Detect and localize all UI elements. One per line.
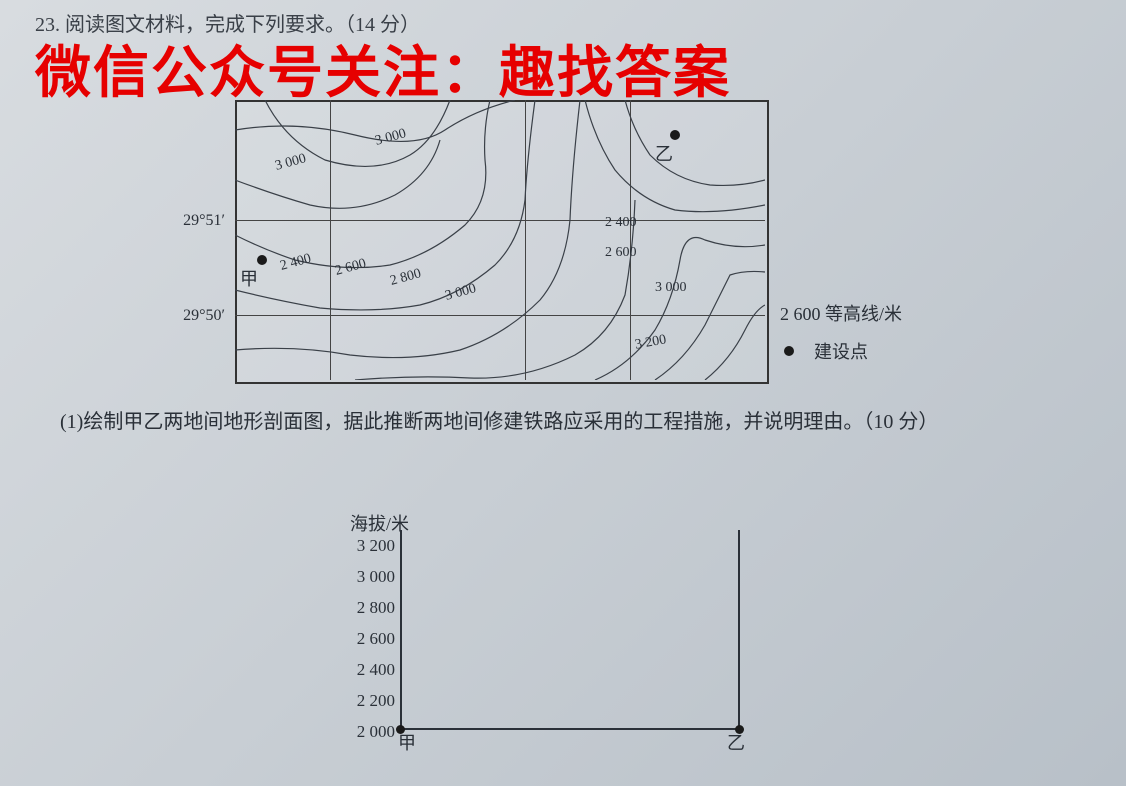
profile-chart: 海拔/米 3 200 3 000 2 800 2 600 2 400 2 200… <box>320 510 760 760</box>
point-jia-label: 甲 <box>240 265 258 291</box>
y-tick: 3 000 <box>345 567 395 587</box>
sub-question-number: (1) <box>60 411 83 433</box>
legend-point-text: 建设点 <box>814 338 868 364</box>
sub-question-text: 绘制甲乙两地间地形剖面图，据此推断两地间修建铁路应采用的工程措施，并说明理由。（… <box>83 411 938 433</box>
map-legend: 2 600 等高线/米 建设点 <box>780 300 902 376</box>
legend-dot-icon <box>784 346 794 356</box>
lat-label-2: 29°50′ <box>183 307 225 325</box>
y-tick: 3 200 <box>345 536 395 556</box>
grid-vline <box>330 100 331 380</box>
legend-contour-text: 2 600 等高线/米 <box>780 300 902 326</box>
legend-point: 建设点 <box>780 338 902 364</box>
y-tick: 2 400 <box>345 660 395 680</box>
y-tick: 2 800 <box>345 598 395 618</box>
y-axis <box>400 530 402 730</box>
grid-hline <box>235 315 765 316</box>
y-tick: 2 000 <box>345 722 395 742</box>
legend-contour: 2 600 等高线/米 <box>780 300 902 326</box>
grid-vline <box>525 100 526 380</box>
contour-value: 2 400 <box>605 215 637 231</box>
point-yi-marker <box>670 130 680 140</box>
contour-value: 2 600 <box>605 245 637 261</box>
x-label-yi: 乙 <box>727 729 745 755</box>
point-jia-marker <box>257 255 267 265</box>
x-axis <box>400 728 740 730</box>
lat-label-1: 29°51′ <box>183 212 225 230</box>
grid-vline <box>630 100 631 380</box>
grid-hline <box>235 220 765 221</box>
y-tick: 2 200 <box>345 691 395 711</box>
chart-right-border <box>738 530 740 730</box>
contour-value: 3 000 <box>655 280 687 296</box>
y-tick: 2 600 <box>345 629 395 649</box>
watermark-overlay: 微信公众号关注：趣找答案 <box>35 28 1106 109</box>
contour-map: 29°51′ 29°50′ 3 000 3 000 2 400 2 600 2 … <box>235 100 765 380</box>
map-frame <box>235 100 769 384</box>
x-label-jia: 甲 <box>398 729 416 755</box>
sub-question: (1)绘制甲乙两地间地形剖面图，据此推断两地间修建铁路应采用的工程措施，并说明理… <box>60 400 1086 444</box>
point-yi-label: 乙 <box>655 140 673 166</box>
